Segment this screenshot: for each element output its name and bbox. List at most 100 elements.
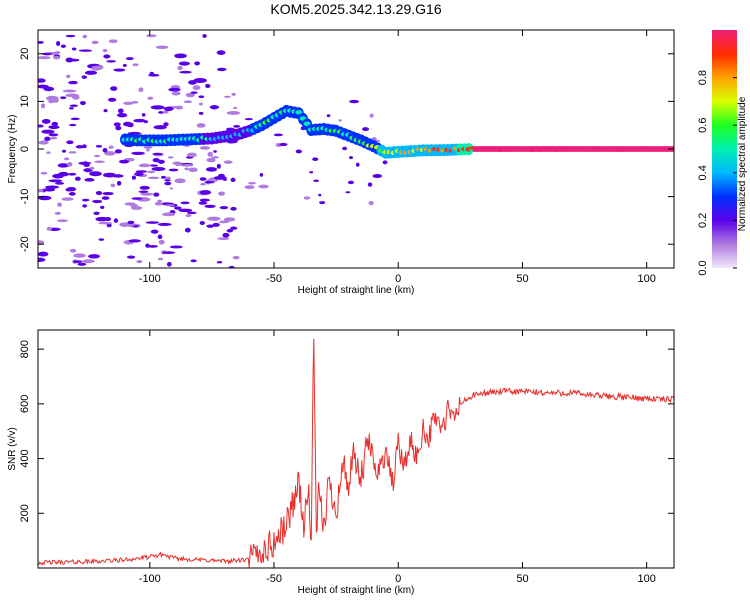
spectrogram-noise-blob <box>38 140 49 145</box>
spectrogram-noise-blob <box>244 185 255 190</box>
spectrogram-dc-band-core <box>472 147 674 151</box>
spectrogram-noise-blob <box>303 196 311 200</box>
spectrogram-noise-blob <box>138 190 149 193</box>
spectrogram-noise-blob <box>54 182 65 185</box>
spectrogram-noise-blob <box>82 259 95 264</box>
spectrogram-noise-blob <box>190 259 197 263</box>
spectrogram-noise-blob <box>230 206 237 211</box>
spectrogram-noise-blob <box>127 220 135 225</box>
spectrogram-noise-blob <box>41 129 55 134</box>
snr-x-tick-label: 0 <box>395 573 401 585</box>
spectrogram-noise-blob <box>70 117 80 121</box>
snr-y-tick-label: 800 <box>19 340 31 358</box>
spectrogram-noise-blob <box>216 50 226 55</box>
spectrogram-noise-blob <box>117 108 124 114</box>
spectrogram-noise-blob <box>204 180 215 184</box>
spectrogram-noise-blob <box>205 167 218 172</box>
spectrogram-noise-blob <box>151 166 166 171</box>
spectrogram-noise-blob <box>69 123 77 127</box>
spectrogram-noise-blob <box>248 181 256 185</box>
spectrogram-noise-blob <box>38 56 51 60</box>
spectrogram-noise-blob <box>40 171 48 175</box>
colorbar-gradient <box>712 30 737 268</box>
snr-y-tick-label: 600 <box>19 395 31 413</box>
spectrogram-noise-blob <box>127 122 134 128</box>
spectrogram-noise-blob <box>174 178 186 184</box>
spectrogram-noise-blob <box>74 176 81 181</box>
spectrogram-noise-blob <box>98 238 105 241</box>
spectrogram-noise-blob <box>115 125 122 131</box>
spectrogram-noise-blob <box>216 261 223 264</box>
spectrogram-noise-blob <box>184 227 191 233</box>
spectrogram-noise-blob <box>187 152 197 158</box>
spectrogram-y-ticks: -20 -10 0 10 20 <box>19 48 674 252</box>
spectrogram-noise-blob <box>174 162 182 166</box>
spectrogram-noise-blob <box>78 49 93 52</box>
spectrogram-noise-blob <box>199 177 207 181</box>
spectrogram-noise-blob <box>40 103 46 109</box>
spectrogram-noise-blob <box>157 199 163 203</box>
spectrogram-noise-blob <box>223 217 236 222</box>
spectrogram-noise-blob <box>122 63 127 67</box>
spectrogram-noise-blob <box>223 160 233 164</box>
spectrogram-noise-blob <box>106 60 116 63</box>
spectrogram-noise-blob <box>226 111 241 115</box>
spectrogram-noise-blob <box>82 34 88 39</box>
spectrogram-noise-blob <box>138 87 144 93</box>
snr-x-tick-label: -50 <box>266 573 282 585</box>
spectrogram-noise-blob <box>169 187 174 190</box>
spectrogram-noise-blob <box>131 175 136 180</box>
spectrogram-noise-blob <box>128 239 141 243</box>
spectrogram-noise-blob <box>143 120 149 124</box>
spectrogram-noise-blob <box>206 224 215 228</box>
spectrogram-noise-blob <box>192 85 201 91</box>
spectrogram-noise-blob <box>295 149 302 154</box>
spectrogram-x-tick-label: -100 <box>139 273 161 285</box>
spectrogram-noise-blob <box>178 61 191 66</box>
spectrogram-noise-blob <box>368 200 374 206</box>
colorbar-tick-label: 0.4 <box>697 165 709 180</box>
spectrogram-noise-blob <box>347 180 355 185</box>
spectrogram-noise-blob <box>66 74 71 79</box>
spectrogram-noise-blob <box>91 40 99 45</box>
spectrogram-noise-blob <box>131 151 145 155</box>
spectrogram-noise-blob <box>152 158 160 163</box>
spectrogram-noise-blob <box>206 157 216 163</box>
spectrogram-noise-blob <box>158 111 164 114</box>
spectrogram-noise-blob <box>80 100 86 106</box>
spectrogram-noise-blob <box>199 220 205 225</box>
spectrogram-noise-blob <box>60 44 66 48</box>
spectrogram-noise-blob <box>233 124 241 128</box>
spectrogram-noise-blob <box>147 245 158 248</box>
spectrogram-noise-blob <box>198 111 204 115</box>
spectrogram-noise-blob <box>186 211 197 215</box>
spectrogram-noise-blob <box>38 124 44 128</box>
spectrogram-noise-blob <box>345 191 351 194</box>
spectrogram-noise-blob <box>228 265 235 268</box>
spectrogram-noise-blob <box>73 253 86 258</box>
spectrogram-noise-blob <box>71 47 77 51</box>
spectrogram-noise-blob <box>200 183 206 186</box>
spectrogram-noise-blob <box>362 127 370 132</box>
spectrogram-noise-blob <box>163 106 174 111</box>
snr-y-axis-label: SNR (v/v) <box>7 427 18 470</box>
spectrogram-noise-blob <box>57 163 69 168</box>
spectrogram-noise-blob <box>372 173 383 178</box>
spectrogram-noise-blob <box>68 80 78 85</box>
spectrogram-noise-blob <box>84 70 98 75</box>
spectrogram-noise-blob <box>68 172 77 176</box>
spectrogram-noise-blob <box>75 145 84 149</box>
spectrogram-noise-blob <box>367 182 373 187</box>
spectrogram-noise-blob <box>116 113 128 118</box>
spectrogram-noise-blob <box>312 157 319 161</box>
spectrogram-noise-blob <box>259 172 264 177</box>
spectrogram-noise-blob <box>61 197 74 201</box>
spectrogram-noise-blob <box>46 151 51 154</box>
snr-series-line <box>38 338 674 568</box>
spectrogram-noise-blob <box>97 65 104 70</box>
spectrogram-noise-blob <box>244 118 254 121</box>
spectrogram-noise-blob <box>318 193 322 197</box>
spectrogram-y-axis-label: Frequency (Hz) <box>7 115 18 184</box>
spectrogram-noise-blob <box>132 63 139 67</box>
spectrogram-y-tick-label: -10 <box>19 189 31 205</box>
